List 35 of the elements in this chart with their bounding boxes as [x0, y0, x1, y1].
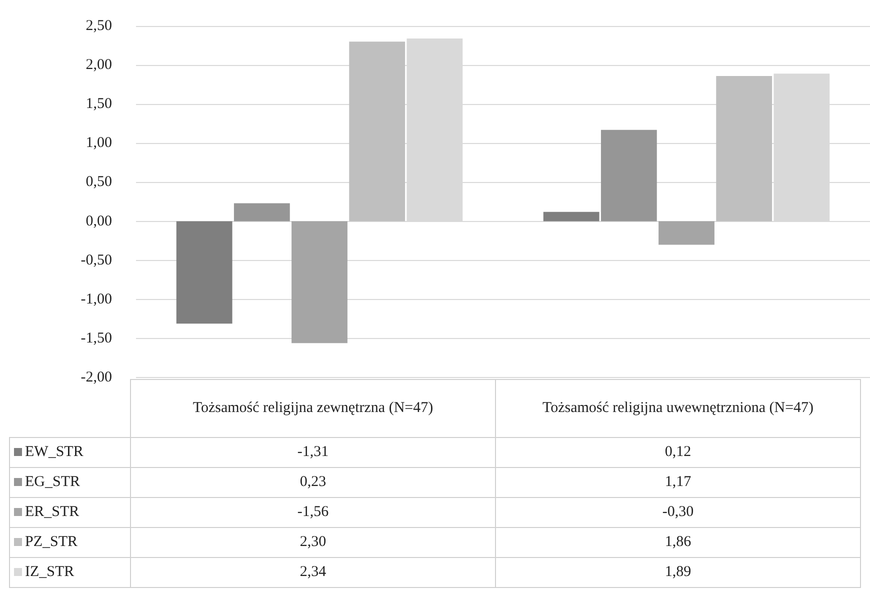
y-tick-label: -1,50	[80, 330, 112, 346]
legend-label: IZ_STR	[10, 558, 130, 588]
y-tick-label: 1,50	[86, 96, 112, 112]
bar	[292, 221, 348, 344]
y-tick-label: -2,00	[80, 370, 112, 386]
bar	[543, 212, 600, 222]
legend-label: EG_STR	[10, 468, 130, 498]
data-label: 2,30	[130, 528, 496, 558]
data-label: -1,31	[130, 438, 496, 468]
data-label: 1,89	[496, 558, 860, 588]
bar	[600, 130, 657, 222]
bar	[658, 221, 714, 245]
bar	[716, 76, 772, 222]
x-tick-label: Tożsamość religijna uwewnętrzniona (N=47)	[496, 380, 860, 438]
y-tick-label: 2,50	[86, 18, 112, 34]
y-tick-label: 2,00	[86, 57, 112, 74]
bar	[349, 42, 406, 222]
legend-label: EW_STR	[10, 438, 130, 468]
bar	[234, 203, 290, 222]
data-label: 1,17	[496, 468, 860, 498]
y-tick-label: 1,00	[86, 135, 112, 152]
data-label: 2,34	[130, 558, 496, 588]
data-label: 0,12	[496, 438, 860, 468]
y-tick-label: -0,50	[80, 252, 112, 268]
data-label: -1,56	[130, 498, 496, 528]
x-tick-label: Tożsamość religijna zewnętrzna (N=47)	[130, 380, 496, 438]
y-tick-label: -1,00	[80, 291, 112, 308]
legend-label: PZ_STR	[10, 528, 130, 558]
data-label: -0,30	[496, 498, 860, 528]
data-label: 0,23	[130, 468, 496, 498]
legend-label: ER_STR	[10, 498, 130, 528]
bar	[176, 221, 232, 324]
data-label: 1,86	[496, 528, 860, 558]
y-tick-label: 0,50	[86, 174, 112, 190]
y-tick-label: 0,00	[86, 213, 112, 230]
